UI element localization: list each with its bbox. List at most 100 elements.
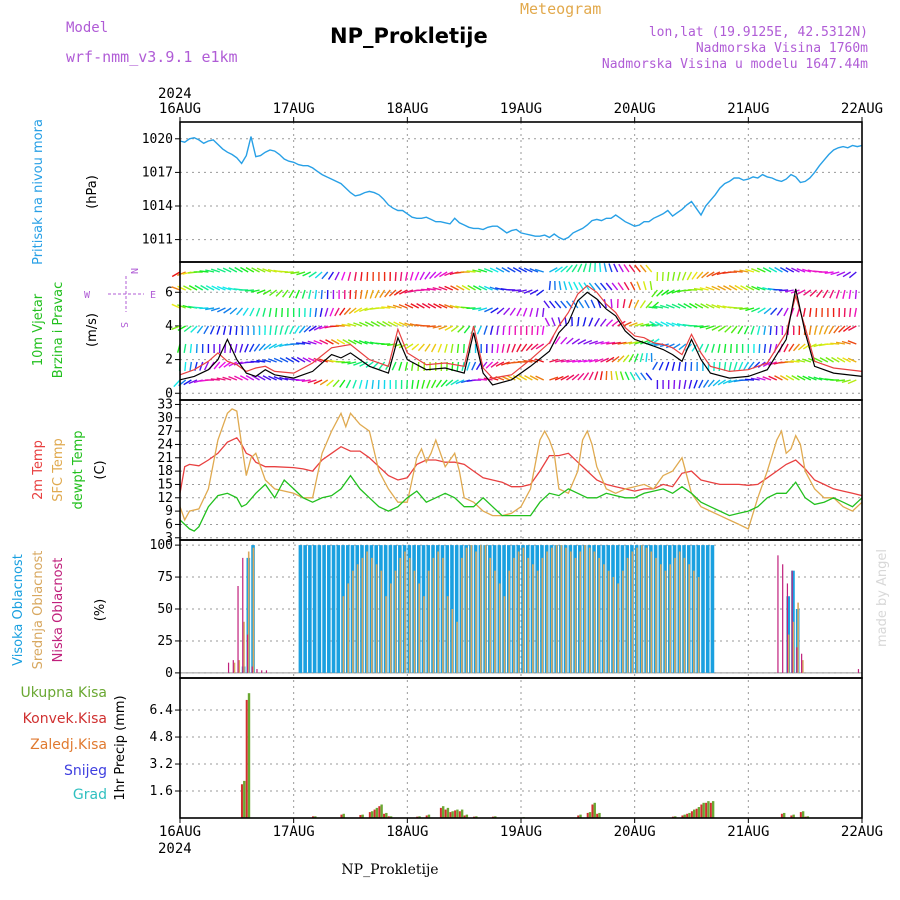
wind-arrow <box>667 271 670 281</box>
wind-arrow <box>582 317 587 327</box>
wind-arrow <box>222 286 232 291</box>
wind-arrow <box>296 271 306 276</box>
wind-arrow <box>640 372 647 381</box>
mid-cloud-bar <box>569 551 572 673</box>
wind-arrow <box>779 266 789 273</box>
wind-arrow <box>291 356 300 363</box>
wind-arrow <box>205 285 215 291</box>
mid-cloud-bar <box>584 545 586 673</box>
high-cloud-bar <box>327 545 331 673</box>
wind-arrow <box>370 320 380 327</box>
wind-arrow <box>188 284 198 291</box>
mid-cloud-bar <box>451 609 454 673</box>
mid-cloud-bar <box>432 557 435 673</box>
mid-cloud-bar <box>456 621 458 673</box>
mid-cloud-bar <box>541 557 544 673</box>
y-tick-label: 18 <box>157 464 173 479</box>
wind-arrow <box>645 264 653 273</box>
wind-arrow <box>218 361 226 369</box>
mid-cloud-bar <box>404 551 406 673</box>
wind-arrow <box>177 325 187 332</box>
total-precip-bar <box>579 814 582 818</box>
altitude-label: Nadmorska Visina 1760m <box>695 41 868 56</box>
wind-arrow <box>199 361 204 371</box>
wind-arrow <box>658 361 664 371</box>
wind-arrow <box>676 323 686 327</box>
wind-arrow <box>358 379 363 389</box>
wind-arrow <box>512 266 522 273</box>
wind-arrow <box>364 321 374 327</box>
y-tick-label: 6 <box>165 517 173 532</box>
wind-arrow <box>288 289 295 299</box>
y-tick-label: 21 <box>157 451 173 466</box>
wind-arrow <box>203 361 210 371</box>
wind-arrow <box>203 325 210 335</box>
convective-precip-bar <box>577 815 580 818</box>
wind-arrow <box>698 379 704 389</box>
wind-arrow <box>378 361 386 370</box>
wind-arrow <box>343 307 352 316</box>
wind-arrow <box>634 353 639 363</box>
mid-cloud-bar <box>787 634 790 673</box>
low-cloud-bar <box>777 555 779 673</box>
mid-cloud-bar <box>508 570 510 673</box>
mid-cloud-bar <box>517 551 520 673</box>
wind-arrow <box>268 375 277 381</box>
wind-arrow <box>484 285 493 291</box>
wind-arrow <box>472 307 482 311</box>
high-cloud-bar <box>303 545 307 673</box>
wind-arrow <box>262 359 272 363</box>
wind-arrow <box>594 371 599 381</box>
wind-arrow <box>733 270 743 273</box>
wind-arrow <box>369 289 374 299</box>
wind-arrow <box>183 343 187 354</box>
wind-arrow <box>398 343 408 349</box>
total-precip-bar <box>460 809 464 818</box>
wind-arrow <box>256 267 266 273</box>
wind-arrow <box>347 339 357 345</box>
wind-arrow <box>229 307 238 315</box>
wind-arrow <box>651 338 660 345</box>
mid-cloud-bar <box>588 547 591 673</box>
wind-arrow <box>665 343 675 349</box>
wind-arrow <box>393 289 403 296</box>
wind-arrow <box>506 343 511 353</box>
wind-arrow <box>588 371 594 381</box>
wind-arrow <box>634 372 641 381</box>
wind-arrow <box>617 282 624 291</box>
wind-arrow <box>730 325 738 334</box>
wind-arrow <box>229 325 232 335</box>
wind-arrow <box>842 289 846 299</box>
convective-precip-bar <box>790 815 793 818</box>
wind-arrow <box>511 289 522 292</box>
wind-arrow <box>628 322 638 327</box>
wind-arrow <box>610 298 613 309</box>
wind-arrow <box>678 343 687 351</box>
wind-arrow <box>377 379 380 390</box>
wind-arrow <box>529 307 534 317</box>
high-cloud-bar <box>331 545 336 673</box>
wind-arrow <box>717 285 726 291</box>
wind-arrow <box>623 281 630 291</box>
wind-arrow <box>618 263 624 273</box>
wind-arrow <box>560 300 568 309</box>
wind-arrow <box>239 343 244 353</box>
total-precip-bar <box>697 807 701 818</box>
wind-arrow <box>432 287 442 291</box>
wind-arrow <box>841 340 851 345</box>
wind-arrow <box>216 267 226 273</box>
wind-arrow <box>841 379 851 383</box>
wind-arrow <box>599 262 602 273</box>
mid-cloud-bar <box>598 557 600 673</box>
total-precip-bar <box>598 812 601 818</box>
wind-arrow <box>628 353 635 363</box>
wind-arrow <box>833 325 840 334</box>
convective-precip-bar <box>383 813 386 818</box>
wind-arrow <box>802 268 812 273</box>
wind-arrow <box>359 307 368 313</box>
wind-arrow <box>182 304 192 309</box>
wind-arrow <box>489 286 499 291</box>
wind-arrow <box>525 343 533 352</box>
wind-arrow <box>802 375 812 381</box>
